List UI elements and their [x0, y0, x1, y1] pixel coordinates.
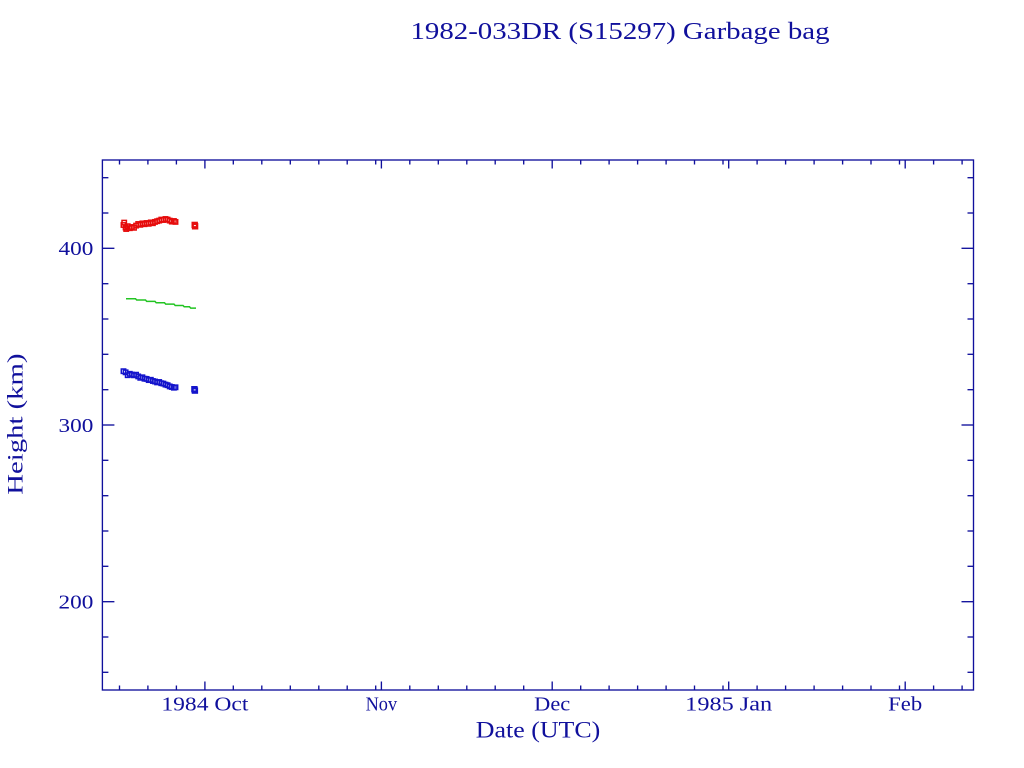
svg-text:200: 200	[59, 592, 94, 614]
svg-text:300: 300	[59, 415, 94, 437]
svg-text:400: 400	[59, 238, 94, 260]
svg-text:Height (km): Height (km)	[2, 354, 27, 495]
svg-text:1985 Jan: 1985 Jan	[685, 694, 772, 716]
svg-text:Feb: Feb	[888, 694, 922, 716]
svg-text:1984 Oct: 1984 Oct	[161, 694, 249, 716]
svg-text:Nov: Nov	[366, 694, 398, 716]
svg-text:Date (UTC): Date (UTC)	[476, 717, 601, 742]
svg-text:Dec: Dec	[534, 694, 570, 716]
svg-text:1982-033DR (S15297) Garbage ba: 1982-033DR (S15297) Garbage bag	[411, 18, 830, 45]
